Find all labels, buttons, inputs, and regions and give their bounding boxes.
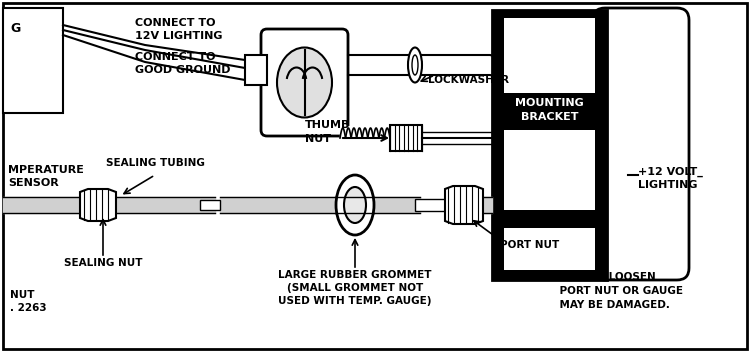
Bar: [415, 199, 445, 211]
Text: SEALING TUBING: SEALING TUBING: [106, 158, 205, 168]
Bar: [504, 18, 595, 93]
Text: MPERATURE
SENSOR: MPERATURE SENSOR: [8, 165, 84, 188]
Text: NUT
. 2263: NUT . 2263: [10, 290, 46, 313]
Text: G: G: [10, 22, 20, 35]
FancyBboxPatch shape: [593, 8, 689, 280]
Text: LARGE RUBBER GROMMET
(SMALL GROMMET NOT
USED WITH TEMP. GAUGE): LARGE RUBBER GROMMET (SMALL GROMMET NOT …: [278, 270, 432, 306]
Ellipse shape: [344, 187, 366, 223]
Bar: [492, 10, 607, 280]
Ellipse shape: [408, 48, 422, 82]
Text: THUMB
NUT: THUMB NUT: [305, 120, 350, 144]
Text: +12 VOLT_
LIGHTING: +12 VOLT_ LIGHTING: [638, 166, 703, 190]
Bar: [390, 125, 422, 151]
Text: NOTE:  DO NOT LOOSEN
            PORT NUT OR GAUGE
            MAY BE DAMAGED.: NOTE: DO NOT LOOSEN PORT NUT OR GAUGE MA…: [516, 272, 683, 310]
Text: CONNECT TO
12V LIGHTING: CONNECT TO 12V LIGHTING: [135, 18, 223, 41]
Ellipse shape: [277, 48, 332, 118]
Bar: [3, 8, 63, 113]
Bar: [504, 228, 595, 270]
Ellipse shape: [336, 175, 374, 235]
Bar: [504, 130, 595, 210]
Polygon shape: [445, 186, 483, 224]
Text: MOUNTING
BRACKET: MOUNTING BRACKET: [515, 98, 584, 122]
Text: PORT NUT: PORT NUT: [500, 240, 560, 250]
Text: SEALING NUT: SEALING NUT: [64, 258, 142, 268]
Bar: [245, 55, 267, 85]
Ellipse shape: [412, 55, 418, 75]
FancyBboxPatch shape: [261, 29, 348, 136]
Polygon shape: [80, 189, 116, 221]
Text: LOCKWASHER: LOCKWASHER: [428, 75, 509, 85]
Bar: [200, 200, 220, 210]
Text: CONNECT TO
GOOD GROUND: CONNECT TO GOOD GROUND: [135, 52, 230, 75]
